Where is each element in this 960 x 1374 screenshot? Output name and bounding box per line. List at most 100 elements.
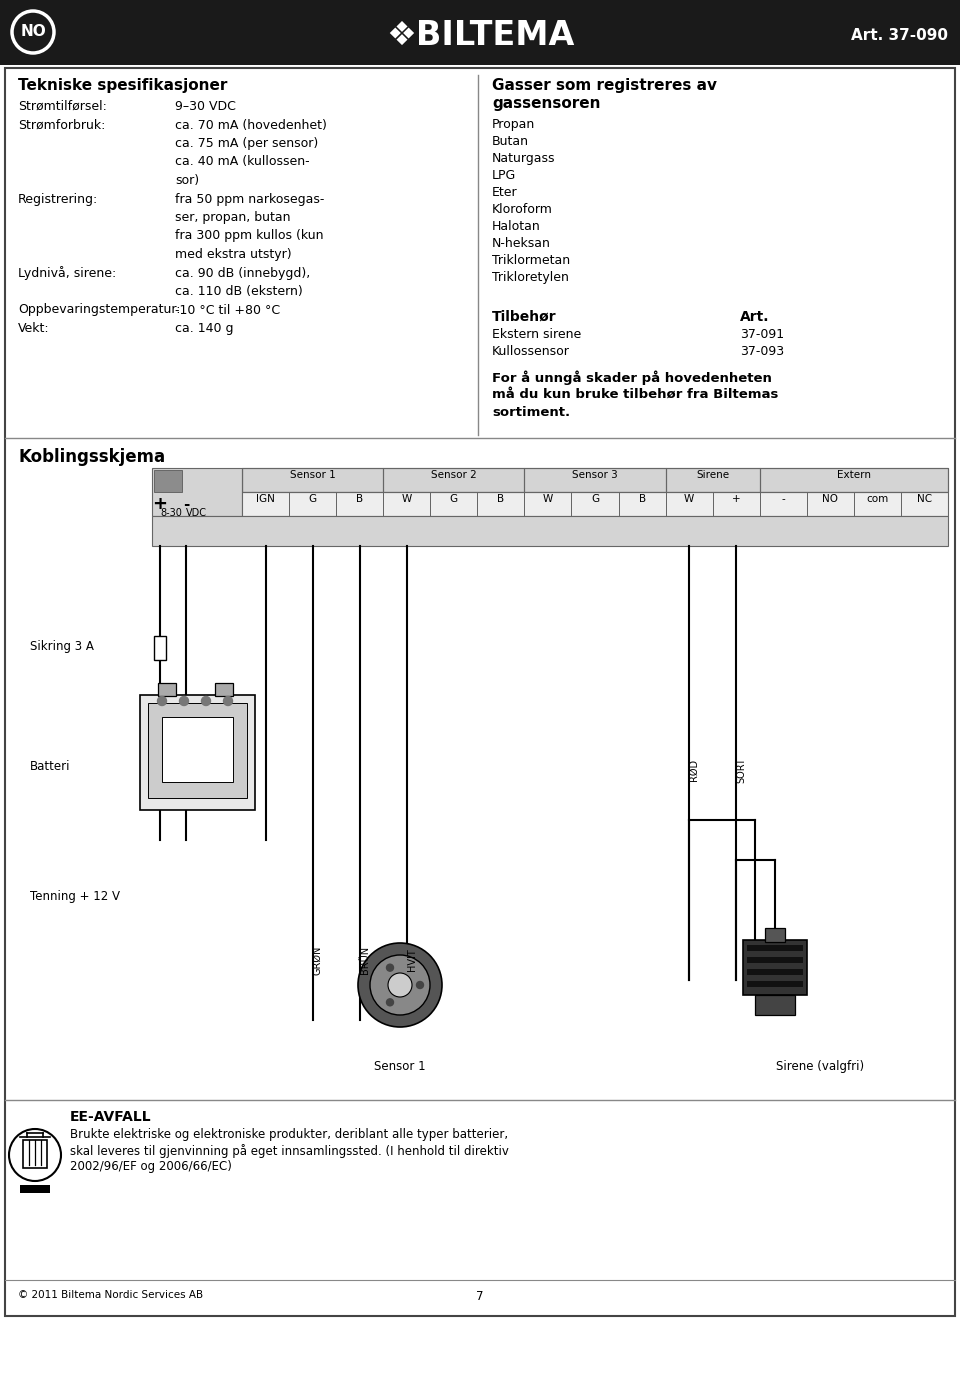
Text: gassensoren: gassensoren xyxy=(492,96,601,111)
Text: Art. 37-090: Art. 37-090 xyxy=(851,27,948,43)
Bar xyxy=(152,517,948,545)
Bar xyxy=(755,995,795,1015)
Bar xyxy=(900,492,948,517)
Bar xyxy=(806,492,853,517)
Text: Sensor 2: Sensor 2 xyxy=(431,470,477,480)
Bar xyxy=(524,492,571,517)
Text: Naturgass: Naturgass xyxy=(492,153,556,165)
Circle shape xyxy=(388,973,412,998)
Bar xyxy=(430,492,477,517)
Bar xyxy=(383,469,524,492)
Text: 7: 7 xyxy=(476,1290,484,1303)
Bar xyxy=(162,717,233,782)
Text: ca. 110 dB (ekstern): ca. 110 dB (ekstern) xyxy=(175,284,302,298)
Bar xyxy=(524,469,665,492)
Text: fra 300 ppm kullos (kun: fra 300 ppm kullos (kun xyxy=(175,229,324,242)
Bar xyxy=(747,969,803,976)
Text: Vekt:: Vekt: xyxy=(18,322,50,335)
Text: HVIT: HVIT xyxy=(407,948,417,971)
Bar xyxy=(148,703,247,798)
Bar xyxy=(242,492,948,517)
Text: Sikring 3 A: Sikring 3 A xyxy=(30,640,94,653)
Bar xyxy=(743,940,807,995)
Text: -: - xyxy=(781,495,785,504)
Text: 2002/96/EF og 2006/66/EC): 2002/96/EF og 2006/66/EC) xyxy=(70,1160,232,1173)
Text: N-heksan: N-heksan xyxy=(492,236,551,250)
Text: må du kun bruke tilbehør fra Biltemas: må du kun bruke tilbehør fra Biltemas xyxy=(492,387,779,401)
Text: Registrering:: Registrering: xyxy=(18,192,98,206)
Text: G: G xyxy=(449,495,458,504)
Text: 9–30 VDC: 9–30 VDC xyxy=(175,100,236,113)
Text: Kullossensor: Kullossensor xyxy=(492,345,570,359)
Bar xyxy=(853,492,900,517)
Circle shape xyxy=(387,965,394,971)
Bar xyxy=(712,492,759,517)
Text: G: G xyxy=(308,495,317,504)
Text: LPG: LPG xyxy=(492,169,516,181)
Text: Batteri: Batteri xyxy=(30,760,70,774)
Text: +: + xyxy=(153,495,167,513)
Text: Tenning + 12 V: Tenning + 12 V xyxy=(30,890,120,903)
Text: Sensor 3: Sensor 3 xyxy=(572,470,618,480)
Text: Lydnivå, sirene:: Lydnivå, sirene: xyxy=(18,267,116,280)
Text: fra 50 ppm narkosegas-: fra 50 ppm narkosegas- xyxy=(175,192,324,206)
Text: ❖BILTEMA: ❖BILTEMA xyxy=(386,18,574,51)
Bar xyxy=(618,492,665,517)
Circle shape xyxy=(358,943,442,1026)
Bar xyxy=(747,945,803,951)
Text: Sensor 1: Sensor 1 xyxy=(374,1059,426,1073)
Bar xyxy=(477,492,524,517)
Text: Art.: Art. xyxy=(740,311,770,324)
Text: Tilbehør: Tilbehør xyxy=(492,311,557,324)
Text: Sirene: Sirene xyxy=(696,470,730,480)
Text: © 2011 Biltema Nordic Services AB: © 2011 Biltema Nordic Services AB xyxy=(18,1290,204,1300)
Text: EE-AVFALL: EE-AVFALL xyxy=(70,1110,152,1124)
Text: W: W xyxy=(684,495,694,504)
Circle shape xyxy=(202,697,210,705)
Text: Kloroform: Kloroform xyxy=(492,203,553,216)
Bar xyxy=(242,469,383,492)
Bar xyxy=(665,469,759,492)
Text: Oppbevaringstemperatur:: Oppbevaringstemperatur: xyxy=(18,304,180,316)
Bar xyxy=(140,695,255,811)
Text: -10 °C til +80 °C: -10 °C til +80 °C xyxy=(175,304,280,316)
Text: B: B xyxy=(497,495,504,504)
Text: NO: NO xyxy=(20,25,46,40)
Bar xyxy=(747,958,803,963)
Text: sor): sor) xyxy=(175,174,199,187)
Text: -: - xyxy=(182,497,189,513)
Circle shape xyxy=(387,999,394,1006)
Text: VDC: VDC xyxy=(186,508,207,518)
Text: RØD: RØD xyxy=(689,758,699,780)
Bar xyxy=(158,683,176,697)
Bar xyxy=(242,492,289,517)
Bar xyxy=(289,492,336,517)
Bar xyxy=(571,492,618,517)
Text: NC: NC xyxy=(917,495,932,504)
Text: Sensor 1: Sensor 1 xyxy=(290,470,335,480)
Text: Extern: Extern xyxy=(837,470,871,480)
Text: ser, propan, butan: ser, propan, butan xyxy=(175,212,291,224)
Circle shape xyxy=(224,697,232,705)
Text: For å unngå skader på hovedenheten: For å unngå skader på hovedenheten xyxy=(492,370,772,385)
Text: ca. 90 dB (innebygd),: ca. 90 dB (innebygd), xyxy=(175,267,310,279)
Text: Brukte elektriske og elektroniske produkter, deriblant alle typer batterier,: Brukte elektriske og elektroniske produk… xyxy=(70,1128,508,1140)
Text: Triklormetan: Triklormetan xyxy=(492,254,570,267)
Bar xyxy=(154,470,182,492)
Bar xyxy=(154,636,166,660)
Bar xyxy=(215,683,233,697)
Text: 37-091: 37-091 xyxy=(740,328,784,341)
Text: Koblingsskjema: Koblingsskjema xyxy=(18,448,165,466)
Text: Sirene (valgfri): Sirene (valgfri) xyxy=(776,1059,864,1073)
Text: ca. 75 mA (per sensor): ca. 75 mA (per sensor) xyxy=(175,137,319,150)
Text: med ekstra utstyr): med ekstra utstyr) xyxy=(175,247,292,261)
Circle shape xyxy=(157,697,166,705)
Text: W: W xyxy=(401,495,412,504)
Text: Tekniske spesifikasjoner: Tekniske spesifikasjoner xyxy=(18,78,228,93)
Text: Strømforbruk:: Strømforbruk: xyxy=(18,118,106,132)
Text: BRÜN: BRÜN xyxy=(360,945,370,974)
Text: W: W xyxy=(542,495,553,504)
Text: +: + xyxy=(732,495,740,504)
Bar xyxy=(759,469,948,492)
Bar xyxy=(152,469,242,517)
